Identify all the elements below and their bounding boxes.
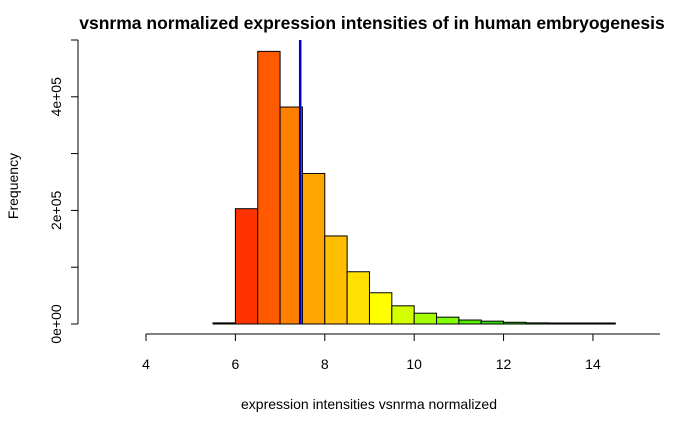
histogram-bar-15 — [547, 322, 572, 325]
histogram-bar-16 — [570, 322, 594, 325]
histogram-bar-8 — [391, 305, 415, 325]
histogram-bar-4 — [301, 172, 326, 325]
y-axis-label: Frequency — [5, 153, 21, 219]
chart-title: vsnrma normalized expression intensities… — [79, 13, 665, 33]
histogram-bar-5 — [324, 235, 348, 325]
x-tick-label-2: 8 — [321, 356, 329, 372]
y-tick-label-4: 4e+05 — [48, 77, 64, 117]
histogram-bar-1 — [234, 208, 259, 325]
histogram-bar-9 — [413, 312, 438, 325]
histogram-bar-2 — [257, 50, 281, 325]
histogram-bars — [212, 50, 616, 325]
histogram-bar-10 — [436, 316, 460, 325]
x-tick-label-3: 10 — [406, 356, 422, 372]
x-axis-label: expression intensities vsnrma normalized — [241, 396, 497, 412]
histogram-bar-7 — [368, 292, 393, 325]
histogram-bar-6 — [346, 271, 370, 325]
histogram-bar-0 — [212, 322, 236, 325]
y-tick-label-0: 0e+00 — [48, 304, 64, 344]
histogram-bar-13 — [503, 321, 527, 325]
x-tick-label-5: 14 — [585, 356, 601, 372]
x-axis: 4 6 8 10 12 14 — [142, 333, 660, 372]
y-tick-label-2: 2e+05 — [48, 191, 64, 231]
histogram-bar-11 — [458, 319, 482, 325]
x-tick-label-0: 4 — [142, 356, 150, 372]
x-tick-label-1: 6 — [231, 356, 239, 372]
y-axis: 0e+00 2e+05 4e+05 — [48, 39, 79, 344]
histogram-bar-14 — [525, 322, 549, 325]
x-tick-label-4: 12 — [496, 356, 512, 372]
histogram-bar-17 — [592, 322, 616, 325]
histogram-bar-12 — [480, 320, 505, 325]
